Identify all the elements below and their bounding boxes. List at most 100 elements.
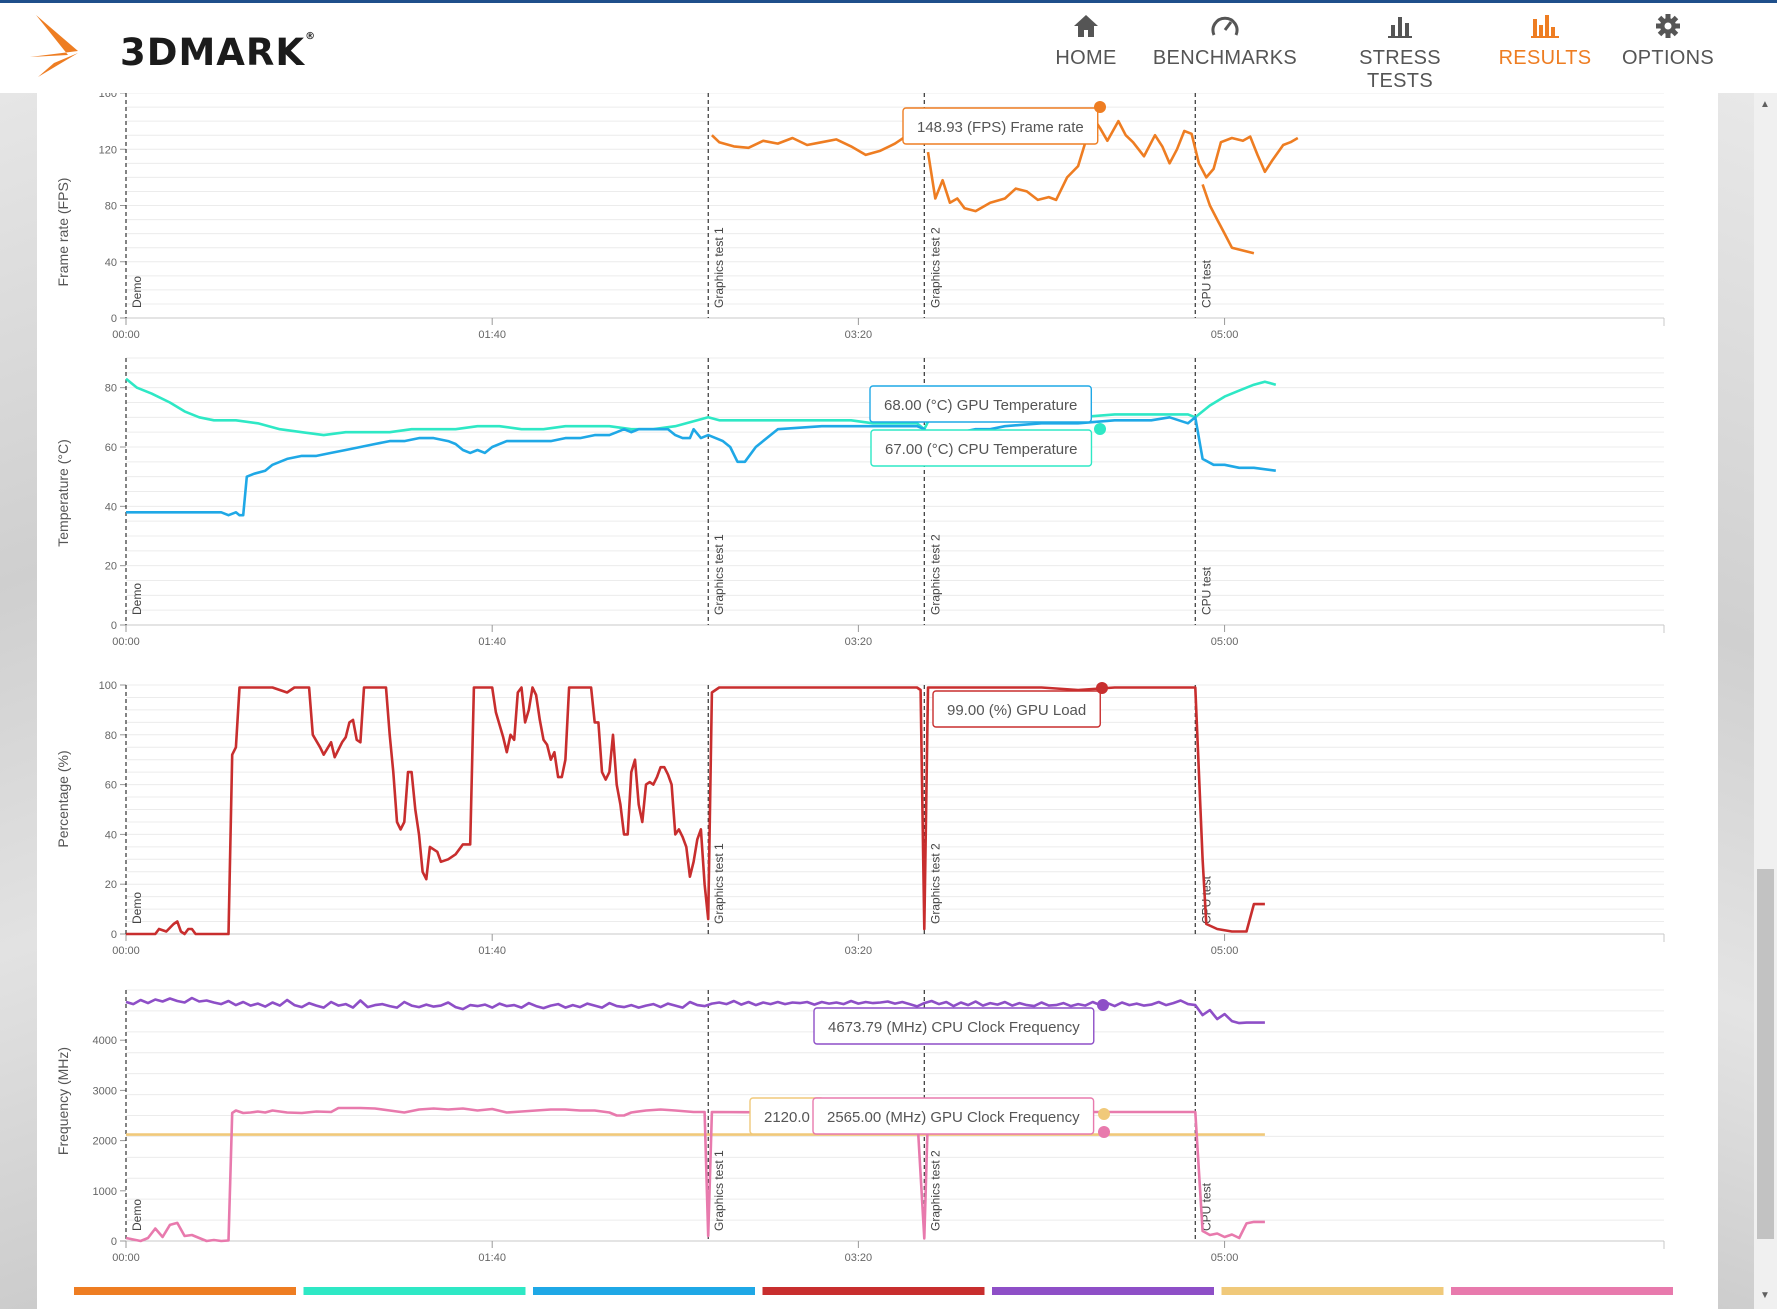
section-label: Graphics test 2 — [928, 843, 942, 924]
y-tick-label: 1000 — [93, 1186, 117, 1198]
section-label: Graphics test 2 — [928, 227, 942, 308]
chart-0: 0 40 80 120 160 00:00 01:40 03:20 05:00 Frame rat… — [55, 93, 1665, 341]
gear-icon — [1656, 14, 1680, 38]
y-axis-title: Temperature (°C) — [55, 439, 71, 547]
nav-options-label: OPTIONS — [1621, 47, 1715, 69]
tooltip-box — [813, 1007, 1095, 1045]
chart-2: 0 20 40 60 80 100 00:00 01:40 03:20 05:00 Percenta… — [55, 680, 1665, 957]
scroll-up-arrow-icon[interactable]: ▲ — [1760, 99, 1770, 110]
legend-swatch[interactable] — [762, 1287, 985, 1295]
series-line — [126, 416, 1276, 517]
y-tick-label: 20 — [105, 561, 117, 573]
tooltip-label: 68.00 (°C) GPU Temperature — [884, 397, 1077, 414]
nav-stress-tests-label: STRESS TESTS — [1359, 47, 1441, 92]
y-tick-label: 40 — [105, 501, 117, 513]
nav-results-label: RESULTS — [1498, 47, 1592, 69]
y-tick-label: 40 — [105, 829, 117, 841]
nav-benchmarks[interactable]: BENCHMARKS — [1150, 13, 1300, 85]
section-label: Graphics test 1 — [712, 1150, 726, 1231]
series-line — [125, 996, 1265, 1025]
x-tick-label: 00:00 — [112, 329, 140, 341]
tooltip-box — [932, 690, 1101, 728]
section-label: Graphics test 2 — [928, 534, 942, 615]
x-tick-label: 01:40 — [478, 636, 506, 648]
legend-swatches — [74, 1287, 1673, 1295]
nav-benchmarks-label: BENCHMARKS — [1152, 47, 1298, 69]
section-label: Demo — [130, 892, 144, 924]
hover-marker — [1098, 1126, 1110, 1138]
hover-marker — [1096, 682, 1108, 694]
background-right — [1718, 93, 1754, 1309]
x-tick-label: 01:40 — [478, 1252, 506, 1264]
y-tick-label: 0 — [111, 620, 117, 632]
x-tick-label: 01:40 — [478, 945, 506, 957]
tooltip-label: 2565.00 (MHz) GPU Clock Frequency — [827, 1109, 1080, 1126]
legend-swatch[interactable] — [992, 1287, 1214, 1295]
section-label: Demo — [130, 1199, 144, 1231]
x-tick-label: 01:40 — [478, 329, 506, 341]
y-tick-label: 80 — [105, 201, 117, 213]
logo-swoosh-icon — [30, 15, 78, 77]
y-tick-label: 3000 — [93, 1085, 117, 1097]
scroll-down-arrow-icon[interactable]: ▼ — [1760, 1290, 1770, 1301]
app-logo[interactable]: 3DMARK® — [28, 13, 328, 81]
hover-marker — [1098, 1108, 1110, 1120]
window-top-border — [0, 0, 1777, 3]
tooltip: 4673.79 (MHz) CPU Clock Frequency — [813, 1007, 1095, 1045]
x-tick-label: 03:20 — [845, 636, 873, 648]
section-label: Graphics test 2 — [928, 1150, 942, 1231]
app-header: 3DMARK® HOME BENCHMARKS STRESS TESTS RES… — [0, 3, 1777, 93]
section-label: Graphics test 1 — [712, 534, 726, 615]
tooltip-label: 99.00 (%) GPU Load — [947, 702, 1086, 719]
y-tick-label: 0 — [111, 929, 117, 941]
legend-swatch[interactable] — [303, 1287, 526, 1295]
y-axis-title: Frequency (MHz) — [55, 1047, 71, 1155]
tooltip: 67.00 (°C) CPU Temperature — [870, 429, 1093, 467]
legend-swatch[interactable] — [1221, 1287, 1444, 1295]
tooltip-label: 2120.0 — [764, 1109, 810, 1126]
nav-stress-tests[interactable]: STRESS TESTS — [1328, 13, 1472, 92]
tooltip-box — [812, 1097, 1095, 1135]
x-tick-label: 05:00 — [1211, 329, 1239, 341]
section-label: Graphics test 1 — [712, 843, 726, 924]
tooltip: 68.00 (°C) GPU Temperature — [869, 385, 1093, 423]
scroll-thumb[interactable] — [1757, 869, 1774, 1239]
series-line — [126, 686, 1265, 936]
nav-options[interactable]: OPTIONS — [1618, 13, 1718, 85]
tooltip-label: 67.00 (°C) CPU Temperature — [885, 441, 1077, 458]
tooltip-box — [869, 385, 1093, 423]
hover-marker — [1094, 423, 1106, 435]
hover-marker — [1097, 999, 1109, 1011]
section-label: CPU test — [1199, 875, 1213, 924]
y-tick-label: 20 — [105, 879, 117, 891]
tooltip-box — [870, 429, 1093, 467]
bar-chart-icon — [1388, 17, 1412, 38]
y-tick-label: 160 — [99, 93, 117, 100]
y-tick-label: 40 — [105, 257, 117, 269]
chart-1: 0 20 40 60 80 00:00 01:40 03:20 05:00 Temperature… — [55, 357, 1665, 648]
y-tick-label: 100 — [99, 680, 117, 692]
tooltip: 148.93 (FPS) Frame rate — [902, 107, 1099, 145]
vertical-scrollbar[interactable]: ▲ ▼ — [1754, 93, 1777, 1309]
nav-home[interactable]: HOME — [1050, 13, 1122, 85]
x-tick-label: 00:00 — [112, 1252, 140, 1264]
x-tick-label: 03:20 — [845, 945, 873, 957]
home-icon — [1074, 15, 1098, 37]
section-label: Graphics test 1 — [712, 227, 726, 308]
y-tick-label: 60 — [105, 442, 117, 454]
legend-swatch[interactable] — [533, 1287, 755, 1295]
section-label: Demo — [130, 276, 144, 308]
y-tick-label: 120 — [99, 144, 117, 156]
legend-swatch[interactable] — [74, 1287, 296, 1295]
gauge-icon — [1211, 16, 1239, 36]
series-line — [711, 108, 919, 157]
section-label: CPU test — [1199, 259, 1213, 308]
nav-results[interactable]: RESULTS — [1498, 13, 1592, 85]
chart-3: 0 1000 2000 3000 4000 00:00 01:40 03:20 05:00 Fre… — [55, 989, 1665, 1264]
hover-marker — [1094, 101, 1106, 113]
x-tick-label: 05:00 — [1211, 636, 1239, 648]
results-monitoring-panel[interactable]: 0 40 80 120 160 00:00 01:40 03:20 05:00 Frame rat… — [37, 93, 1718, 1309]
legend-swatch[interactable] — [1451, 1287, 1673, 1295]
series-line — [926, 115, 1299, 213]
y-tick-label: 4000 — [93, 1035, 117, 1047]
